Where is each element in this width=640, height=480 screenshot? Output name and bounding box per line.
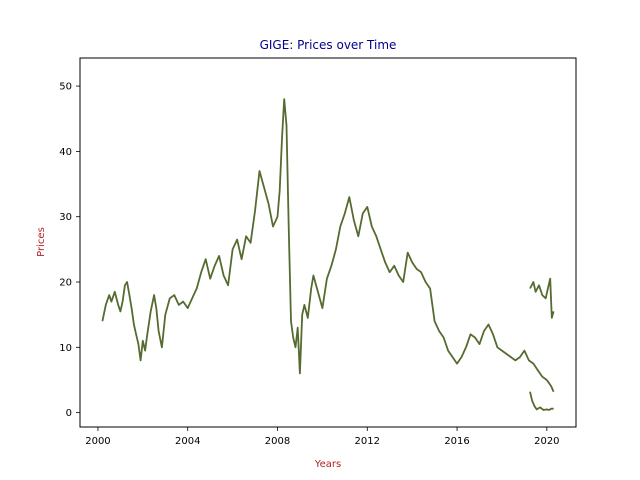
x-tick-label: 2016 <box>444 436 469 447</box>
y-tick-label: 0 <box>66 408 72 419</box>
x-tick-label: 2020 <box>534 436 559 447</box>
price-series-line-1 <box>101 98 555 393</box>
y-axis-ticks: 0 10 20 30 40 50 <box>59 82 80 419</box>
x-tick-label: 2012 <box>355 436 380 447</box>
x-axis-label: Years <box>314 459 341 470</box>
price-series-line-2 <box>529 391 554 411</box>
y-tick-label: 10 <box>59 343 72 354</box>
y-tick-label: 50 <box>59 82 72 93</box>
price-series-line-3 <box>529 277 555 319</box>
x-tick-label: 2008 <box>265 436 290 447</box>
x-axis-ticks: 2000 2004 2008 2012 2016 2020 <box>85 427 560 447</box>
y-axis-label: Prices <box>36 227 47 257</box>
x-tick-label: 2000 <box>85 436 110 447</box>
y-tick-label: 30 <box>59 212 72 223</box>
y-tick-label: 20 <box>59 278 72 289</box>
chart-title: GIGE: Prices over Time <box>260 38 397 52</box>
plot-series <box>101 98 555 411</box>
y-tick-label: 40 <box>59 147 72 158</box>
x-tick-label: 2004 <box>175 436 200 447</box>
plot-area-frame <box>79 57 577 428</box>
